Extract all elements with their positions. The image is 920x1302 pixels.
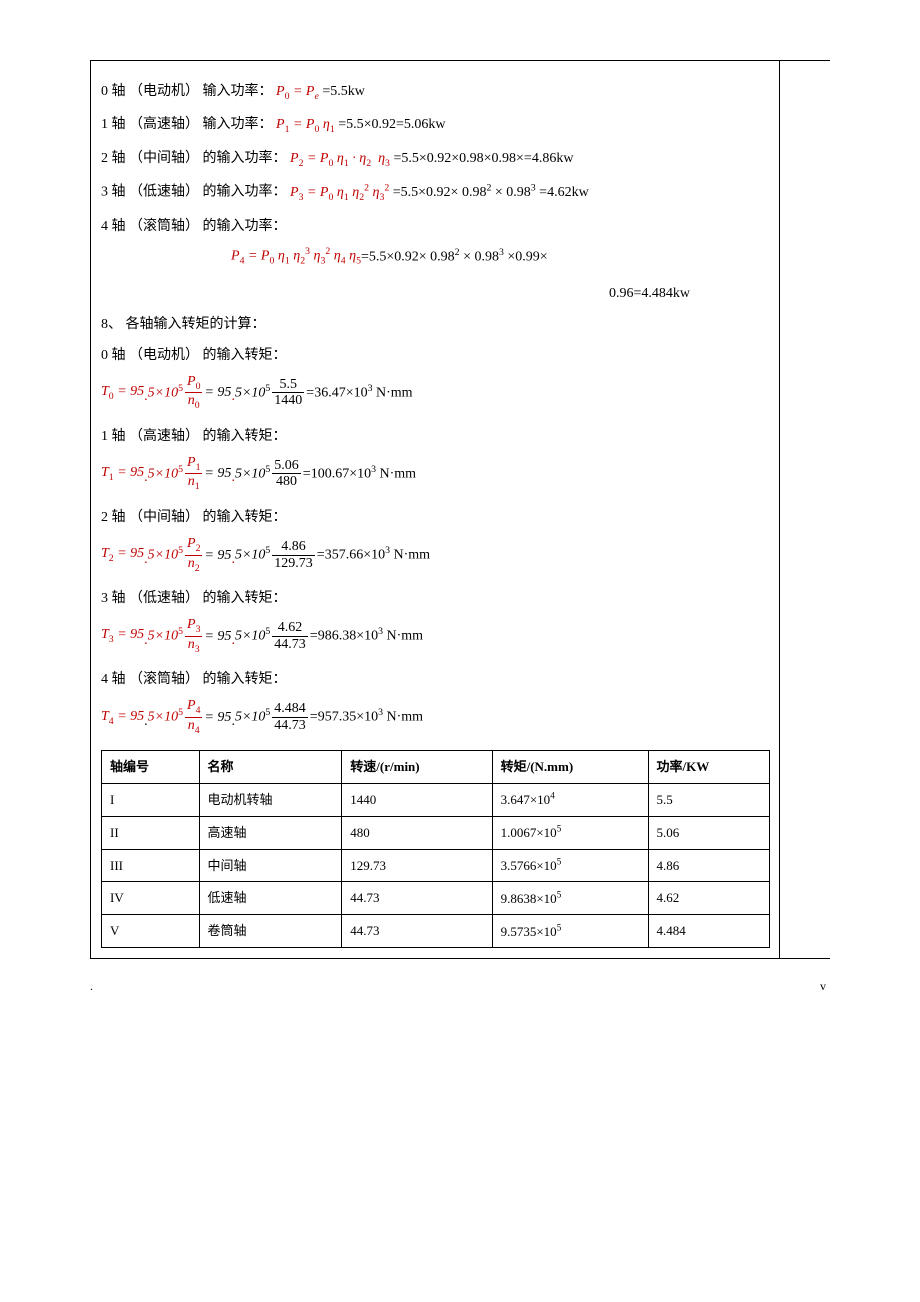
th-power: 功率/KW [648, 751, 769, 784]
torque-equation: T2 = 95.5×105 P2n2 = 95.5×105 4.86129.73… [101, 536, 770, 574]
cell-name: 卷筒轴 [199, 915, 342, 948]
cell-name: 低速轴 [199, 882, 342, 915]
right-margin-divider [779, 61, 780, 958]
shaft-table: 轴编号 名称 转速/(r/min) 转矩/(N.mm) 功率/KW I电动机转轴… [101, 750, 770, 948]
torque-label: 4 轴 （滚筒轴） 的输入转矩： [101, 669, 770, 690]
p2-line: 2 轴 （中间轴） 的输入功率： P2 = P0 η1 · η2 η3 =5.5… [101, 148, 770, 171]
p0-label: 0 轴 （电动机） 输入功率： [101, 84, 273, 99]
table-row: V卷筒轴44.739.5735×1054.484 [102, 915, 770, 948]
th-name: 名称 [199, 751, 342, 784]
content-frame: 0 轴 （电动机） 输入功率： P0 = Pe =5.5kw 1 轴 （高速轴）… [90, 60, 830, 959]
torque-label: 1 轴 （高速轴） 的输入转矩： [101, 426, 770, 447]
content-area: 0 轴 （电动机） 输入功率： P0 = Pe =5.5kw 1 轴 （高速轴）… [91, 61, 830, 958]
p4-math: P4 = P0 η1 η23 η32 η4 η5 [231, 245, 361, 269]
cell-name: 中间轴 [199, 849, 342, 882]
cell-speed: 44.73 [342, 915, 492, 948]
cell-speed: 44.73 [342, 882, 492, 915]
table-body: I电动机转轴14403.647×1045.5II高速轴4801.0067×105… [102, 783, 770, 947]
cell-id: III [102, 849, 200, 882]
p2-label: 2 轴 （中间轴） 的输入功率： [101, 151, 287, 166]
cell-torque: 1.0067×105 [492, 816, 648, 849]
p4-label-line: 4 轴 （滚筒轴） 的输入功率： [101, 216, 770, 237]
torque-label: 3 轴 （低速轴） 的输入转矩： [101, 588, 770, 609]
torque-label: 2 轴 （中间轴） 的输入转矩： [101, 507, 770, 528]
p4-tail: 0.96=4.484kw [101, 283, 770, 304]
p1-line: 1 轴 （高速轴） 输入功率： P1 = P0 η1 =5.5×0.92=5.0… [101, 114, 770, 137]
table-row: III中间轴129.733.5766×1054.86 [102, 849, 770, 882]
cell-id: I [102, 783, 200, 816]
cell-name: 高速轴 [199, 816, 342, 849]
p1-value: =5.5×0.92=5.06kw [338, 117, 445, 132]
table-row: I电动机转轴14403.647×1045.5 [102, 783, 770, 816]
p4-value: =5.5×0.92× 0.982 × 0.983 ×0.99× [361, 246, 548, 268]
cell-id: II [102, 816, 200, 849]
th-torque: 转矩/(N.mm) [492, 751, 648, 784]
p4-label: 4 轴 （滚筒轴） 的输入功率： [101, 219, 287, 234]
p1-label: 1 轴 （高速轴） 输入功率： [101, 117, 273, 132]
cell-torque: 3.5766×105 [492, 849, 648, 882]
table-row: II高速轴4801.0067×1055.06 [102, 816, 770, 849]
p4-eq: P4 = P0 η1 η23 η32 η4 η5 =5.5×0.92× 0.98… [231, 245, 770, 269]
section-8-title: 8、 各轴输入转矩的计算： [101, 314, 770, 335]
cell-power: 4.484 [648, 915, 769, 948]
p3-value: =5.5×0.92× 0.982 × 0.983 =4.62kw [393, 185, 589, 200]
page: 0 轴 （电动机） 输入功率： P0 = Pe =5.5kw 1 轴 （高速轴）… [0, 0, 920, 1034]
p1-math: P1 = P0 η1 [276, 117, 338, 132]
cell-power: 5.5 [648, 783, 769, 816]
cell-id: V [102, 915, 200, 948]
p2-math: P2 = P0 η1 · η2 η3 [290, 151, 393, 166]
cell-speed: 1440 [342, 783, 492, 816]
th-id: 轴编号 [102, 751, 200, 784]
cell-speed: 480 [342, 816, 492, 849]
cell-name: 电动机转轴 [199, 783, 342, 816]
table-row: IV低速轴44.739.8638×1054.62 [102, 882, 770, 915]
cell-id: IV [102, 882, 200, 915]
cell-torque: 3.647×104 [492, 783, 648, 816]
torque-blocks: 0 轴 （电动机） 的输入转矩： T0 = 95.5×105 P0n0 = 95.… [101, 345, 770, 737]
p0-value: =5.5kw [322, 84, 365, 99]
p2-value: =5.5×0.92×0.98×0.98×=4.86kw [393, 151, 573, 166]
th-speed: 转速/(r/min) [342, 751, 492, 784]
table-header-row: 轴编号 名称 转速/(r/min) 转矩/(N.mm) 功率/KW [102, 751, 770, 784]
p3-label: 3 轴 （低速轴） 的输入功率： [101, 185, 287, 200]
torque-equation: T4 = 95.5×105 P4n4 = 95.5×105 4.48444.73… [101, 698, 770, 736]
cell-torque: 9.5735×105 [492, 915, 648, 948]
cell-power: 4.86 [648, 849, 769, 882]
torque-equation: T3 = 95.5×105 P3n3 = 95.5×105 4.6244.73=… [101, 617, 770, 655]
footer-left: . [90, 979, 93, 994]
cell-power: 4.62 [648, 882, 769, 915]
cell-speed: 129.73 [342, 849, 492, 882]
cell-power: 5.06 [648, 816, 769, 849]
p0-line: 0 轴 （电动机） 输入功率： P0 = Pe =5.5kw [101, 81, 770, 104]
table-head: 轴编号 名称 转速/(r/min) 转矩/(N.mm) 功率/KW [102, 751, 770, 784]
p3-math: P3 = P0 η1 η22 η32 [290, 185, 393, 200]
page-footer: . v [90, 979, 830, 994]
cell-torque: 9.8638×105 [492, 882, 648, 915]
p0-math: P0 = Pe [276, 84, 322, 99]
p3-line: 3 轴 （低速轴） 的输入功率： P3 = P0 η1 η22 η32 =5.5… [101, 181, 770, 205]
torque-equation: T1 = 95.5×105 P1n1 = 95.5×105 5.06480=10… [101, 455, 770, 493]
footer-right: v [820, 979, 830, 994]
torque-equation: T0 = 95.5×105 P0n0 = 95.5×105 5.51440=36… [101, 374, 770, 412]
torque-label: 0 轴 （电动机） 的输入转矩： [101, 345, 770, 366]
